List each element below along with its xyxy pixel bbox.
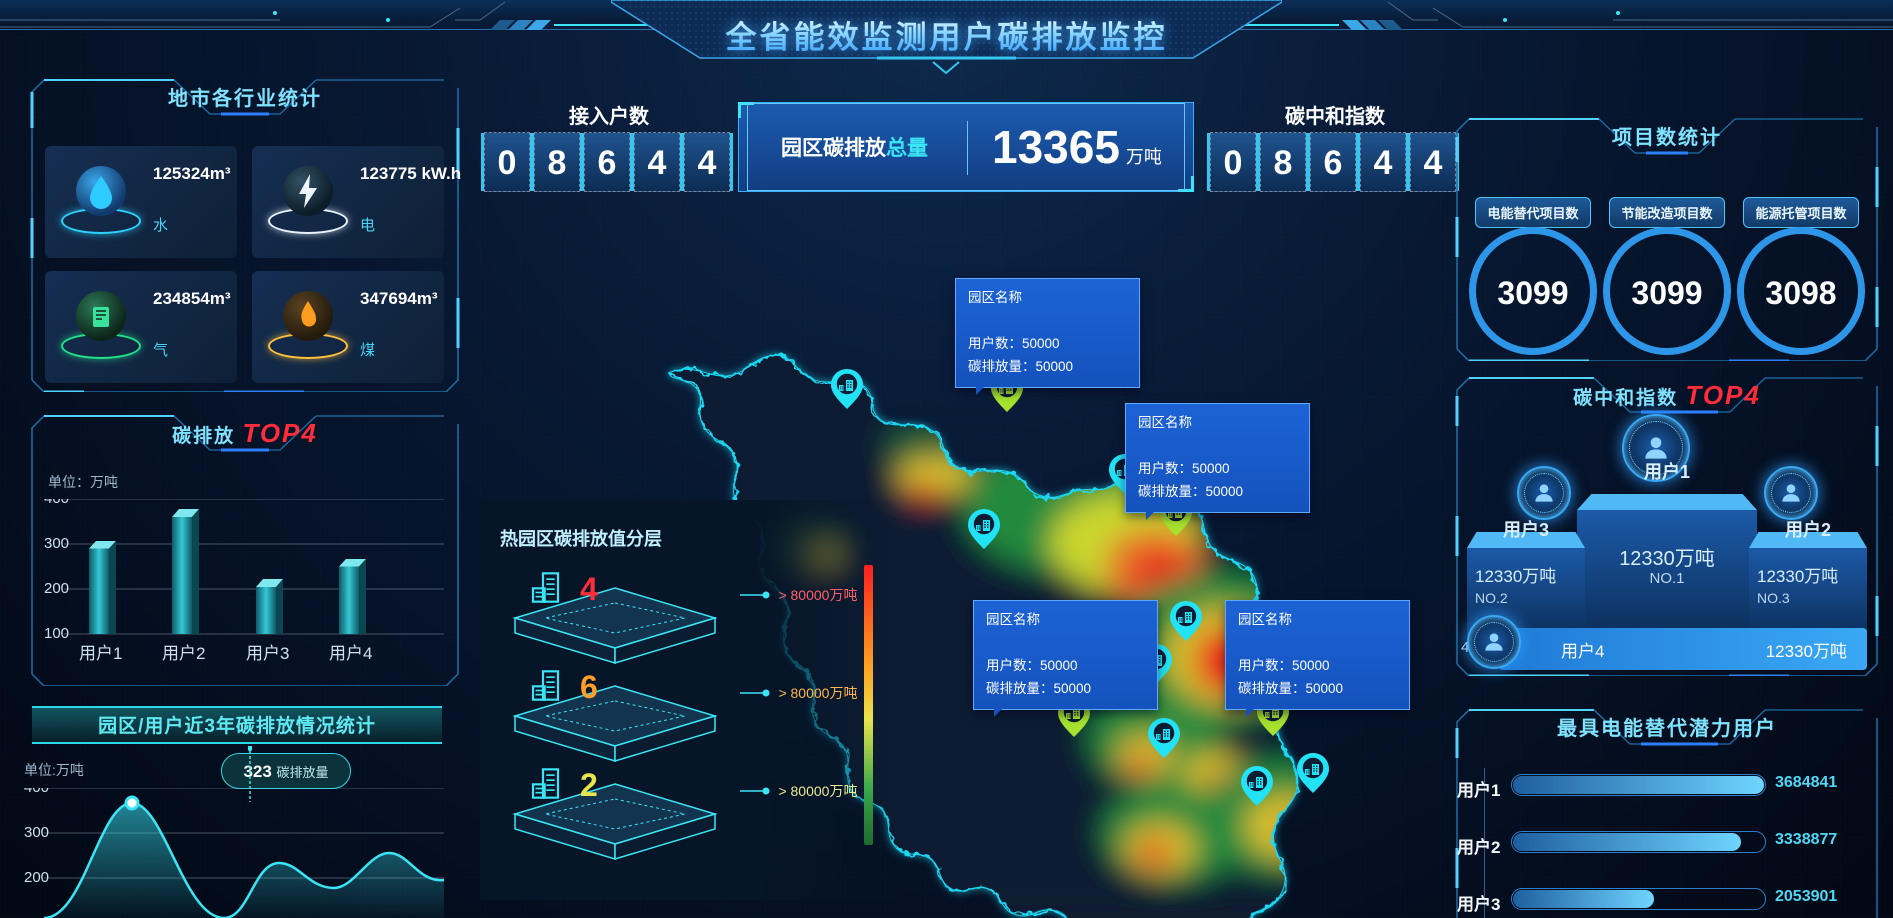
svg-text:200: 200 [24, 869, 49, 886]
svg-text:300: 300 [44, 535, 69, 552]
svg-text:400: 400 [24, 788, 49, 796]
svg-text:400: 400 [44, 499, 69, 507]
svg-text:用户2: 用户2 [162, 644, 205, 663]
svg-text:200: 200 [44, 580, 69, 597]
svg-text:用户4: 用户4 [329, 644, 372, 663]
svg-text:用户1: 用户1 [79, 644, 122, 663]
svg-text:300: 300 [24, 824, 49, 841]
svg-text:100: 100 [44, 625, 69, 642]
svg-text:用户3: 用户3 [246, 644, 289, 663]
